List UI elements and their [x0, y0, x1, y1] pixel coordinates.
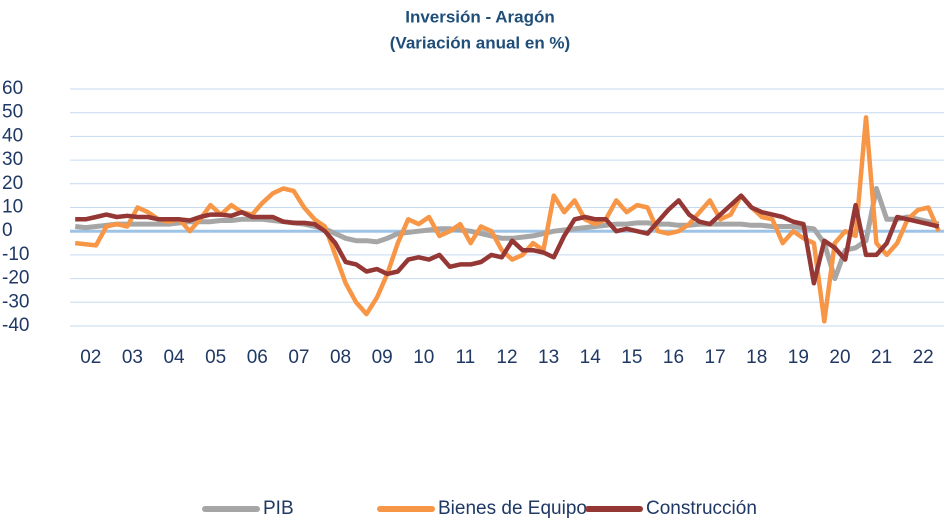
y-tick-label: -20 — [2, 268, 29, 289]
legend-label: Bienes de Equipo — [438, 498, 587, 519]
chart-title: Inversión - Aragón — [405, 7, 555, 26]
x-tick-label: 17 — [705, 347, 726, 368]
x-tick-label: 15 — [621, 347, 642, 368]
chart-subtitle: (Variación anual en %) — [390, 33, 570, 52]
x-tick-label: 08 — [330, 347, 351, 368]
x-tick-label: 04 — [163, 347, 185, 368]
legend-label: PIB — [263, 498, 294, 519]
x-tick-label: 20 — [829, 347, 850, 368]
x-tick-label: 16 — [663, 347, 684, 368]
x-tick-label: 12 — [496, 347, 517, 368]
y-tick-label: 60 — [2, 78, 23, 99]
x-tick-label: 06 — [247, 347, 268, 368]
y-tick-label: 10 — [2, 197, 23, 218]
x-tick-label: 10 — [413, 347, 434, 368]
y-tick-label: 30 — [2, 149, 23, 170]
x-tick-label: 09 — [372, 347, 393, 368]
y-tick-label: -40 — [2, 315, 29, 336]
x-tick-label: 21 — [871, 347, 892, 368]
y-tick-label: 50 — [2, 102, 23, 123]
x-tick-label: 18 — [746, 347, 767, 368]
series-line — [74, 186, 940, 282]
x-tick-label: 19 — [788, 347, 809, 368]
x-tick-label: 13 — [538, 347, 559, 368]
x-tick-label: 02 — [80, 347, 101, 368]
x-tick-label: 03 — [122, 347, 143, 368]
series-line — [75, 193, 940, 286]
y-tick-label: -30 — [2, 291, 29, 312]
legend-label: Construcción — [646, 498, 757, 519]
y-tick-label: 40 — [2, 125, 23, 146]
x-tick-label: 14 — [580, 347, 602, 368]
x-tick-label: 07 — [288, 347, 309, 368]
x-tick-label: 05 — [205, 347, 226, 368]
x-tick-label: 22 — [913, 347, 934, 368]
y-tick-label: 0 — [2, 220, 13, 241]
y-tick-label: -10 — [2, 244, 29, 265]
y-tick-label: 20 — [2, 173, 23, 194]
x-tick-label: 11 — [456, 347, 476, 368]
